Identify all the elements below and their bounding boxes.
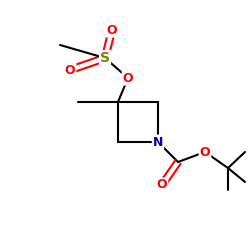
Text: O: O [200,146,210,158]
Text: N: N [153,136,163,148]
Text: O: O [157,178,167,192]
Text: O: O [123,72,133,85]
Text: S: S [100,51,110,65]
Text: O: O [107,24,117,36]
Text: O: O [65,64,75,76]
